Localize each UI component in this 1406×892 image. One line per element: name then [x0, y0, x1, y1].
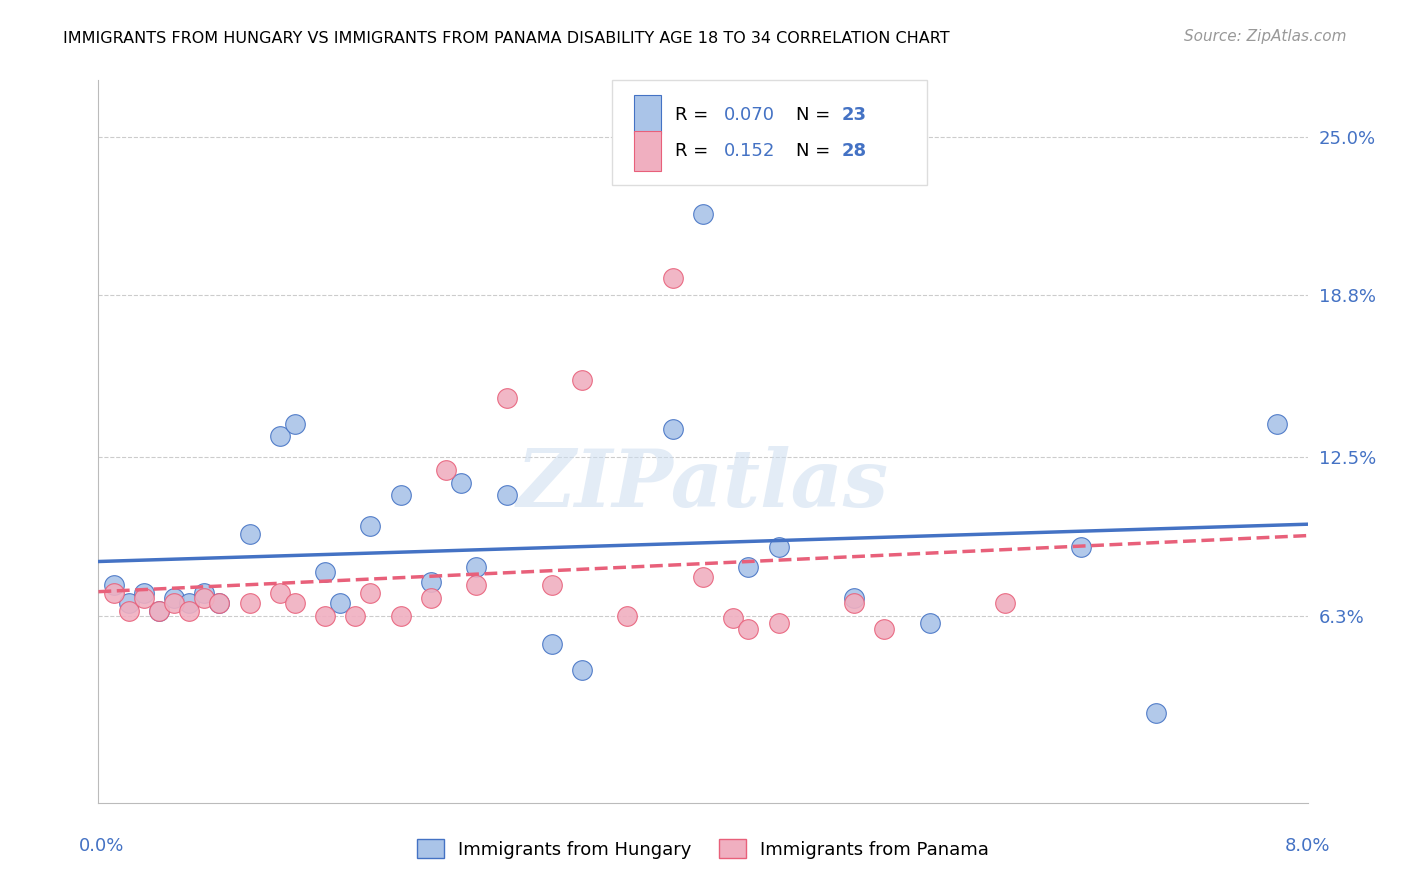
Text: R =: R =: [675, 105, 714, 124]
Point: [692, 206, 714, 220]
Point: [844, 591, 866, 605]
Point: [360, 519, 382, 533]
Point: [661, 422, 683, 436]
Text: ZIPatlas: ZIPatlas: [517, 446, 889, 524]
Point: [768, 540, 790, 554]
Point: [118, 596, 141, 610]
Point: [269, 429, 291, 443]
Point: [360, 585, 382, 599]
Point: [768, 616, 790, 631]
Point: [1267, 417, 1289, 431]
Point: [329, 596, 352, 610]
Point: [179, 604, 201, 618]
Point: [844, 596, 866, 610]
Point: [208, 596, 231, 610]
Point: [314, 565, 336, 579]
Point: [450, 475, 472, 490]
Point: [118, 604, 141, 618]
Point: [571, 373, 593, 387]
Point: [284, 417, 307, 431]
Point: [1070, 540, 1092, 554]
Text: 0.070: 0.070: [724, 105, 775, 124]
FancyBboxPatch shape: [613, 80, 927, 185]
Point: [571, 663, 593, 677]
Point: [179, 596, 201, 610]
Point: [465, 578, 488, 592]
Point: [661, 270, 683, 285]
Point: [284, 596, 307, 610]
FancyBboxPatch shape: [634, 95, 661, 135]
Point: [434, 463, 457, 477]
Text: N =: N =: [796, 105, 837, 124]
Point: [420, 575, 443, 590]
Text: Source: ZipAtlas.com: Source: ZipAtlas.com: [1184, 29, 1347, 44]
Text: 0.152: 0.152: [724, 142, 775, 160]
Point: [994, 596, 1017, 610]
Point: [616, 608, 638, 623]
Point: [495, 488, 517, 502]
Point: [420, 591, 443, 605]
Point: [239, 526, 262, 541]
Text: IMMIGRANTS FROM HUNGARY VS IMMIGRANTS FROM PANAMA DISABILITY AGE 18 TO 34 CORREL: IMMIGRANTS FROM HUNGARY VS IMMIGRANTS FR…: [63, 31, 950, 46]
Point: [163, 591, 186, 605]
Legend: Immigrants from Hungary, Immigrants from Panama: Immigrants from Hungary, Immigrants from…: [409, 832, 997, 866]
Point: [389, 488, 412, 502]
Point: [389, 608, 412, 623]
Point: [103, 585, 125, 599]
Text: R =: R =: [675, 142, 720, 160]
Point: [163, 596, 186, 610]
Text: N =: N =: [796, 142, 837, 160]
Point: [193, 585, 215, 599]
Point: [873, 622, 896, 636]
Point: [737, 560, 759, 574]
Point: [208, 596, 231, 610]
Point: [132, 591, 155, 605]
Text: 23: 23: [842, 105, 868, 124]
Point: [1146, 706, 1168, 720]
Point: [103, 578, 125, 592]
Point: [540, 578, 562, 592]
Text: 28: 28: [842, 142, 868, 160]
Point: [918, 616, 941, 631]
Point: [148, 604, 170, 618]
Point: [314, 608, 336, 623]
FancyBboxPatch shape: [634, 131, 661, 170]
Point: [269, 585, 291, 599]
Point: [692, 570, 714, 584]
Point: [193, 591, 215, 605]
Point: [723, 611, 745, 625]
Point: [465, 560, 488, 574]
Point: [540, 637, 562, 651]
Point: [239, 596, 262, 610]
Text: 8.0%: 8.0%: [1285, 837, 1330, 855]
Point: [132, 585, 155, 599]
Point: [148, 604, 170, 618]
Point: [344, 608, 367, 623]
Point: [495, 391, 517, 405]
Point: [737, 622, 759, 636]
Text: 0.0%: 0.0%: [79, 837, 124, 855]
